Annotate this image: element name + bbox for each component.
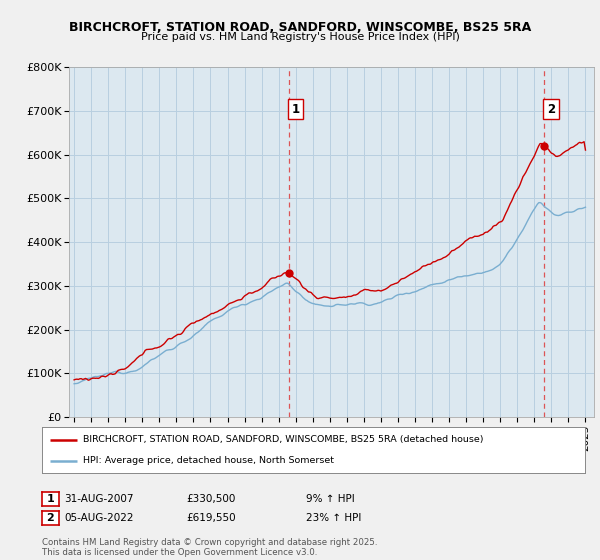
Text: 2: 2	[47, 513, 54, 523]
Text: 9% ↑ HPI: 9% ↑ HPI	[306, 494, 355, 504]
Text: 05-AUG-2022: 05-AUG-2022	[64, 513, 134, 523]
Text: 23% ↑ HPI: 23% ↑ HPI	[306, 513, 361, 523]
Text: BIRCHCROFT, STATION ROAD, SANDFORD, WINSCOMBE, BS25 5RA: BIRCHCROFT, STATION ROAD, SANDFORD, WINS…	[69, 21, 531, 34]
Text: £330,500: £330,500	[186, 494, 235, 504]
Text: HPI: Average price, detached house, North Somerset: HPI: Average price, detached house, Nort…	[83, 456, 334, 465]
Text: Price paid vs. HM Land Registry's House Price Index (HPI): Price paid vs. HM Land Registry's House …	[140, 32, 460, 43]
Text: BIRCHCROFT, STATION ROAD, SANDFORD, WINSCOMBE, BS25 5RA (detached house): BIRCHCROFT, STATION ROAD, SANDFORD, WINS…	[83, 435, 483, 444]
Text: 1: 1	[292, 102, 300, 116]
Text: 1: 1	[47, 494, 54, 504]
Text: Contains HM Land Registry data © Crown copyright and database right 2025.
This d: Contains HM Land Registry data © Crown c…	[42, 538, 377, 557]
Text: 31-AUG-2007: 31-AUG-2007	[64, 494, 134, 504]
Text: £619,550: £619,550	[186, 513, 236, 523]
Text: 2: 2	[547, 102, 555, 116]
